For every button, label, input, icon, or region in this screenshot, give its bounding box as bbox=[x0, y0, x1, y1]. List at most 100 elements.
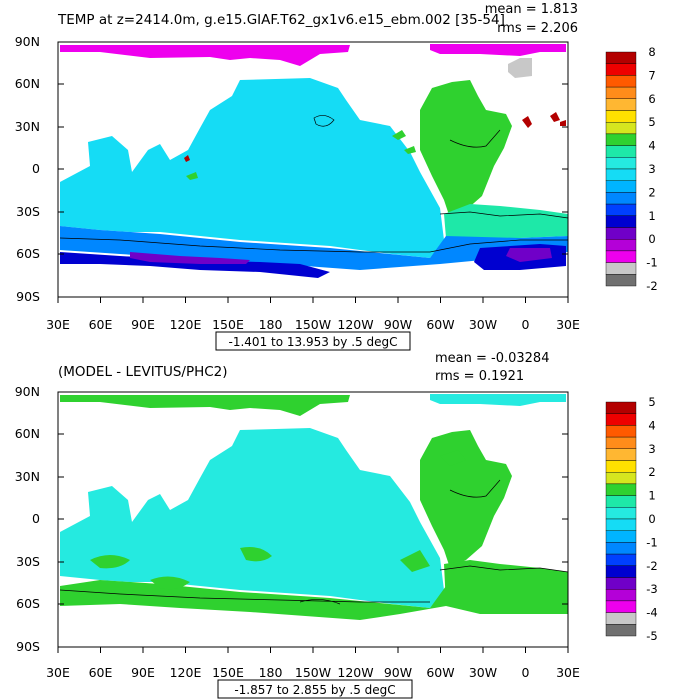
y-tick-label: 90S bbox=[16, 289, 40, 304]
x-tick-label: 120W bbox=[337, 317, 373, 332]
colorbar-label: -4 bbox=[646, 606, 657, 620]
panel-1-rms: rms = 2.206 bbox=[497, 21, 578, 36]
colorbar-swatch bbox=[605, 589, 637, 602]
panel-1-colorbar: 8 7 6 5 4 3 2 1 0 -1 -2 bbox=[605, 45, 658, 293]
y-tick-label: 0 bbox=[32, 511, 40, 526]
colorbar-label: 2 bbox=[648, 465, 655, 479]
x-tick-label: 0 bbox=[522, 665, 530, 680]
panel-2-south-atlantic-region bbox=[444, 560, 568, 614]
colorbar-swatch bbox=[605, 110, 637, 123]
x-tick-label: 120E bbox=[170, 665, 202, 680]
y-tick-label: 60N bbox=[15, 426, 40, 441]
x-tick-label: 180 bbox=[259, 665, 283, 680]
y-tick-label: 30N bbox=[15, 469, 40, 484]
panel-1-ticks bbox=[57, 41, 569, 303]
y-tick-label: 60N bbox=[15, 76, 40, 91]
x-tick-label: 30W bbox=[469, 665, 497, 680]
x-tick-label: 120E bbox=[170, 317, 202, 332]
colorbar-swatch bbox=[605, 157, 637, 170]
panel-1-purple-band bbox=[130, 252, 250, 264]
x-tick-label: 60W bbox=[426, 665, 454, 680]
x-tick-label: 30E bbox=[556, 317, 580, 332]
colorbar-swatch bbox=[605, 227, 637, 240]
panel-2-colorbar: 5 4 3 2 1 0 -1 -2 -3 -4 -5 bbox=[605, 395, 658, 643]
x-tick-label: 150E bbox=[212, 665, 244, 680]
colorbar-label: -1 bbox=[646, 256, 657, 270]
colorbar-label: 6 bbox=[648, 92, 655, 106]
x-tick-label: 150W bbox=[295, 665, 331, 680]
y-tick-label: 30S bbox=[16, 204, 40, 219]
panel-2-arctic-region bbox=[60, 395, 350, 416]
colorbar-swatch bbox=[605, 530, 637, 543]
colorbar-swatch bbox=[605, 542, 637, 555]
panel-2-title: (MODEL - LEVITUS/PHC2) bbox=[58, 364, 228, 380]
colorbar-swatch bbox=[605, 51, 637, 64]
colorbar-label: -2 bbox=[646, 559, 657, 573]
colorbar-swatch bbox=[605, 168, 637, 181]
colorbar-label: 4 bbox=[648, 418, 655, 432]
colorbar-swatch bbox=[605, 565, 637, 578]
panel-1-arctic-region-east bbox=[430, 44, 566, 56]
colorbar-swatch bbox=[605, 192, 637, 205]
colorbar-swatch bbox=[605, 448, 637, 461]
colorbar-swatch bbox=[605, 238, 637, 252]
colorbar-swatch bbox=[605, 600, 637, 613]
panel-1-antarctic-band bbox=[60, 252, 330, 278]
colorbar-label: 5 bbox=[648, 395, 655, 409]
colorbar-label: -2 bbox=[646, 279, 657, 293]
x-tick-label: 90E bbox=[131, 665, 155, 680]
colorbar-swatch bbox=[605, 495, 637, 508]
panel-1-gray-patch bbox=[508, 58, 532, 78]
colorbar-swatch bbox=[605, 215, 637, 228]
x-tick-label: 60E bbox=[89, 317, 113, 332]
colorbar-swatch bbox=[605, 86, 637, 99]
colorbar-label: 4 bbox=[648, 139, 655, 153]
panel-2-main-ocean bbox=[60, 428, 444, 608]
colorbar-swatch bbox=[605, 472, 637, 485]
colorbar-swatch bbox=[605, 98, 637, 111]
colorbar-swatch bbox=[605, 518, 637, 531]
panel-2-range-box bbox=[217, 679, 413, 699]
colorbar-label: 1 bbox=[648, 209, 655, 223]
y-tick-label: 0 bbox=[32, 161, 40, 176]
colorbar-label: -5 bbox=[646, 629, 657, 643]
colorbar-swatch bbox=[605, 250, 637, 263]
y-tick-label: 30S bbox=[16, 554, 40, 569]
x-tick-label: 150W bbox=[295, 317, 331, 332]
panel-1-purple-east bbox=[506, 248, 552, 262]
colorbar-swatch bbox=[605, 274, 637, 287]
colorbar-label: 3 bbox=[648, 442, 655, 456]
colorbar-swatch bbox=[605, 203, 637, 217]
colorbar-swatch bbox=[605, 612, 637, 625]
panel-2-map bbox=[57, 391, 569, 648]
x-tick-label: 30E bbox=[46, 317, 70, 332]
colorbar-swatch bbox=[605, 483, 637, 496]
colorbar-swatch bbox=[605, 553, 637, 566]
colorbar-swatch bbox=[605, 75, 637, 88]
colorbar-swatch bbox=[605, 121, 637, 135]
colorbar-swatch bbox=[605, 63, 637, 76]
panel-1-red-patches bbox=[184, 112, 566, 162]
colorbar-swatch bbox=[605, 436, 637, 450]
x-tick-label: 60W bbox=[426, 317, 454, 332]
x-tick-label: 0 bbox=[522, 317, 530, 332]
panel-2-rms: rms = 0.1921 bbox=[435, 369, 524, 384]
y-tick-label: 90N bbox=[15, 384, 40, 399]
colorbar-label: -1 bbox=[646, 535, 657, 549]
panel-2-atlantic-region bbox=[420, 430, 512, 568]
colorbar-swatch bbox=[605, 577, 637, 590]
panel-1-contours bbox=[59, 115, 569, 253]
panel-1-x-tick-labels: 30E 60E 90E 120E 150E 180 150W 120W 90W … bbox=[46, 317, 580, 332]
colorbar-label: 2 bbox=[648, 185, 655, 199]
x-tick-label: 90W bbox=[384, 665, 412, 680]
panel-2-arctic-region-east bbox=[430, 394, 566, 406]
colorbar-swatch bbox=[605, 624, 637, 637]
panel-2-range-note: -1.857 to 2.855 by .5 degC bbox=[234, 683, 395, 697]
colorbar-swatch bbox=[605, 262, 637, 275]
panel-1-atlantic-region bbox=[420, 80, 512, 218]
panel-2-contours bbox=[59, 479, 569, 605]
x-tick-label: 150E bbox=[212, 317, 244, 332]
panel-2-southern-ocean-band bbox=[60, 580, 446, 620]
colorbar-label: 1 bbox=[648, 489, 655, 503]
